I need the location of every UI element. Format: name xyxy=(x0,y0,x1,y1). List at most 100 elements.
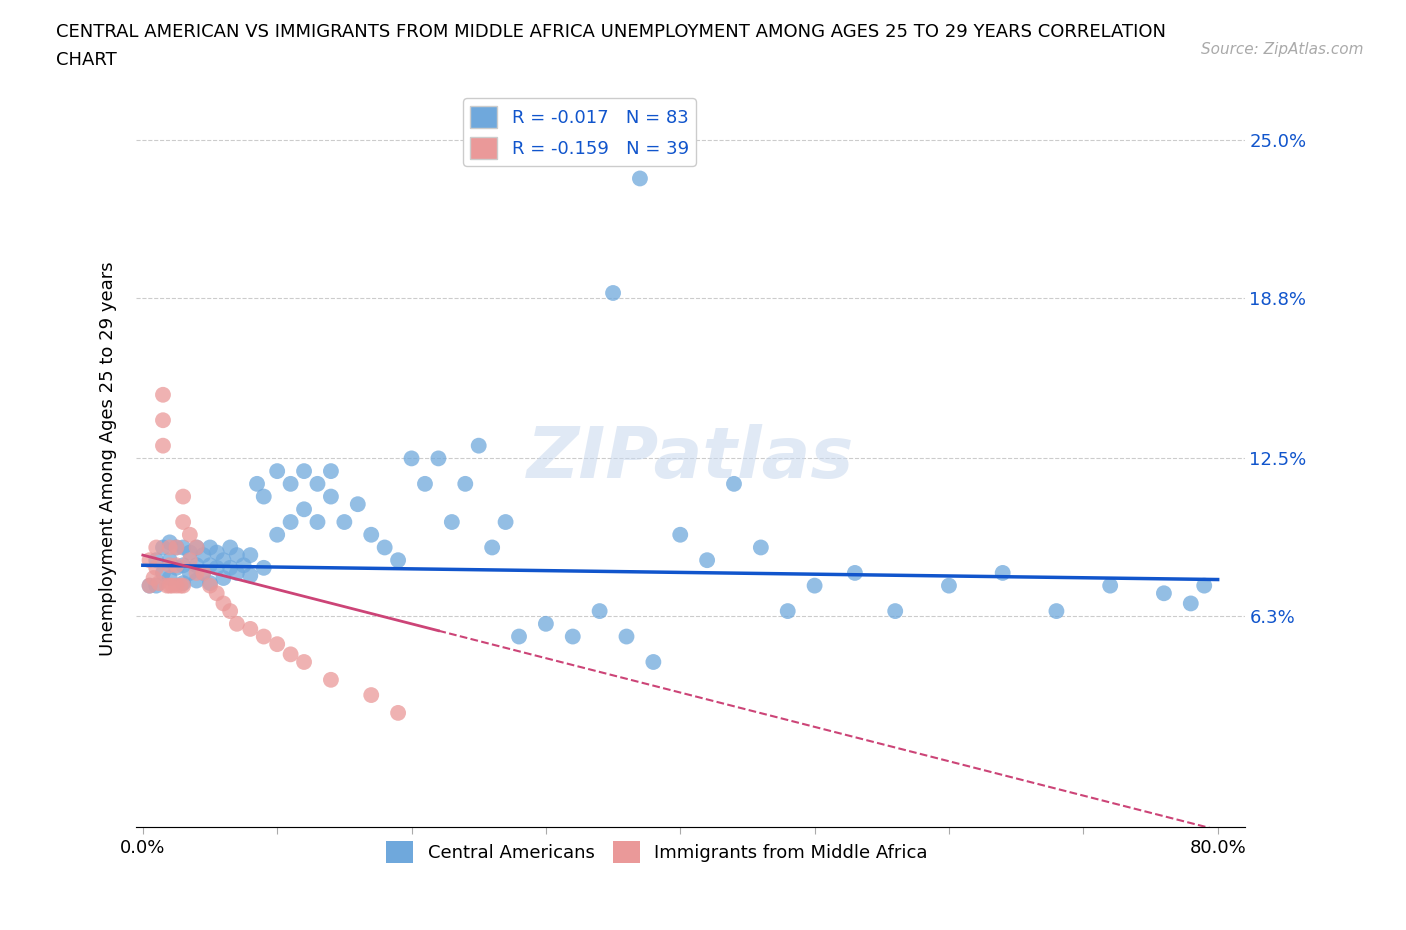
Point xyxy=(360,687,382,702)
Point xyxy=(145,578,167,593)
Point xyxy=(179,527,201,542)
Point xyxy=(884,604,907,618)
Point xyxy=(1192,578,1215,593)
Point xyxy=(186,558,208,573)
Point xyxy=(225,565,247,580)
Point xyxy=(246,476,269,491)
Point xyxy=(669,527,692,542)
Point xyxy=(148,576,170,591)
Point xyxy=(165,540,187,555)
Point xyxy=(186,540,208,555)
Point xyxy=(696,552,718,567)
Point xyxy=(186,565,208,580)
Point xyxy=(346,497,368,512)
Point xyxy=(152,413,174,428)
Point xyxy=(253,629,276,644)
Point xyxy=(266,464,288,479)
Point xyxy=(138,552,160,567)
Point xyxy=(219,540,242,555)
Point xyxy=(172,514,194,529)
Point xyxy=(212,571,235,586)
Point xyxy=(193,548,215,563)
Point xyxy=(165,578,187,593)
Point xyxy=(198,578,221,593)
Point xyxy=(292,464,315,479)
Point xyxy=(1153,586,1175,601)
Point xyxy=(193,565,215,580)
Point xyxy=(152,438,174,453)
Point xyxy=(165,540,187,555)
Point xyxy=(508,629,530,644)
Point xyxy=(991,565,1014,580)
Point xyxy=(616,629,638,644)
Point xyxy=(205,561,228,576)
Point xyxy=(225,617,247,631)
Point xyxy=(481,540,503,555)
Point xyxy=(319,489,342,504)
Text: ZIPatlas: ZIPatlas xyxy=(527,424,853,493)
Point xyxy=(413,476,436,491)
Point xyxy=(401,451,423,466)
Point xyxy=(239,621,262,636)
Y-axis label: Unemployment Among Ages 25 to 29 years: Unemployment Among Ages 25 to 29 years xyxy=(100,261,117,656)
Point xyxy=(172,540,194,555)
Point xyxy=(266,637,288,652)
Legend: Central Americans, Immigrants from Middle Africa: Central Americans, Immigrants from Middl… xyxy=(380,833,935,870)
Point xyxy=(588,604,610,618)
Point xyxy=(198,540,221,555)
Point xyxy=(179,565,201,580)
Point xyxy=(219,604,242,618)
Point xyxy=(165,558,187,573)
Point xyxy=(280,476,302,491)
Point xyxy=(643,655,665,670)
Point xyxy=(280,514,302,529)
Point xyxy=(186,573,208,588)
Point xyxy=(749,540,772,555)
Point xyxy=(628,171,651,186)
Point xyxy=(266,527,288,542)
Point xyxy=(152,387,174,402)
Point xyxy=(333,514,356,529)
Point xyxy=(534,617,557,631)
Point xyxy=(193,565,215,580)
Point xyxy=(179,545,201,560)
Point xyxy=(776,604,799,618)
Point xyxy=(198,558,221,573)
Point xyxy=(159,558,181,573)
Text: CHART: CHART xyxy=(56,51,117,69)
Point xyxy=(239,568,262,583)
Point xyxy=(145,552,167,567)
Point xyxy=(1099,578,1122,593)
Point xyxy=(467,438,489,453)
Point xyxy=(165,561,187,576)
Point xyxy=(387,552,409,567)
Point xyxy=(159,540,181,555)
Point xyxy=(319,464,342,479)
Point xyxy=(225,548,247,563)
Point xyxy=(156,578,179,593)
Point xyxy=(205,545,228,560)
Point xyxy=(307,514,329,529)
Point xyxy=(159,535,181,550)
Point xyxy=(387,706,409,721)
Point xyxy=(198,576,221,591)
Point xyxy=(152,565,174,580)
Text: CENTRAL AMERICAN VS IMMIGRANTS FROM MIDDLE AFRICA UNEMPLOYMENT AMONG AGES 25 TO : CENTRAL AMERICAN VS IMMIGRANTS FROM MIDD… xyxy=(56,23,1166,41)
Point xyxy=(152,540,174,555)
Point xyxy=(186,540,208,555)
Point xyxy=(803,578,825,593)
Point xyxy=(454,476,477,491)
Point xyxy=(938,578,960,593)
Point xyxy=(142,571,165,586)
Point xyxy=(844,565,866,580)
Point xyxy=(172,558,194,573)
Text: Source: ZipAtlas.com: Source: ZipAtlas.com xyxy=(1201,42,1364,57)
Point xyxy=(145,561,167,576)
Point xyxy=(1045,604,1067,618)
Point xyxy=(307,476,329,491)
Point xyxy=(440,514,463,529)
Point xyxy=(172,576,194,591)
Point xyxy=(723,476,745,491)
Point xyxy=(145,540,167,555)
Point xyxy=(172,578,194,593)
